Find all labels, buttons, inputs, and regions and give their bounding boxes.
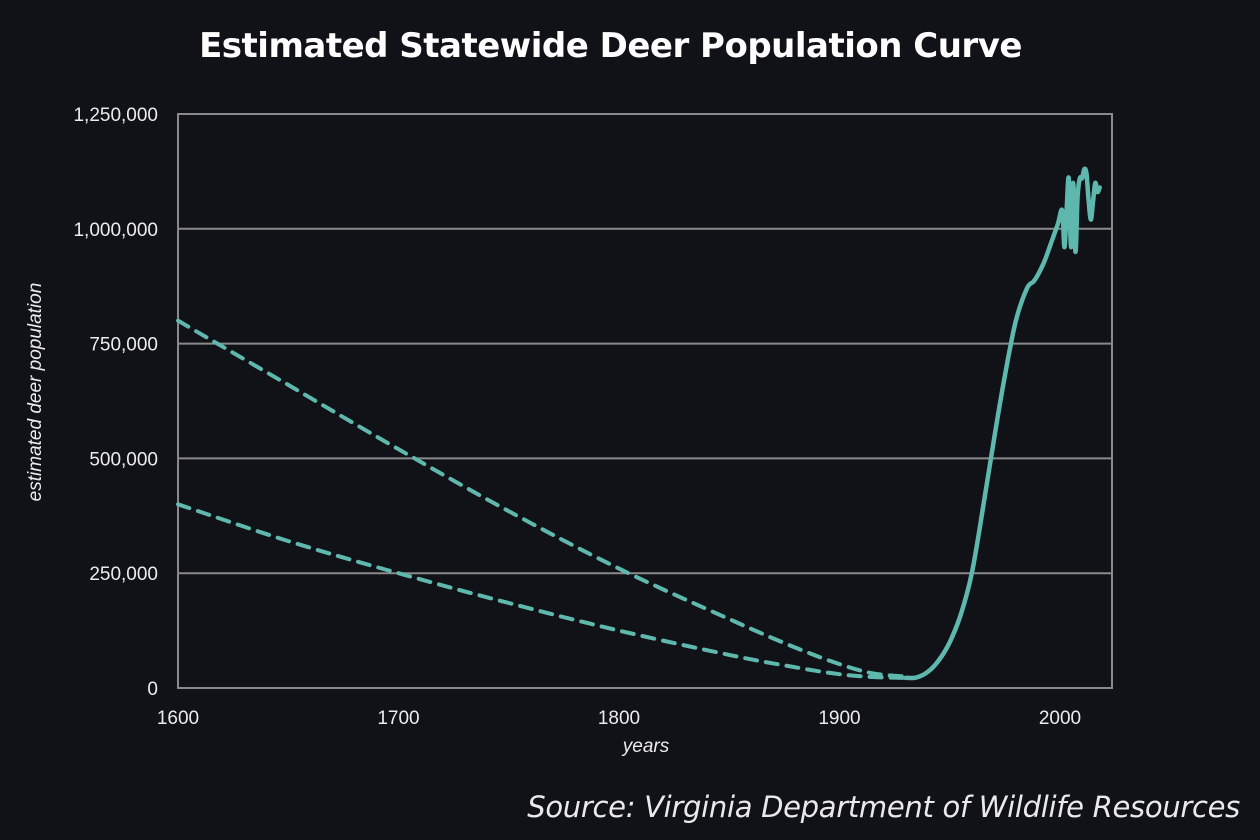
series-line-1: [176, 502, 908, 680]
x-tick-label: 2000: [1039, 708, 1081, 729]
x-tick-label: 1800: [598, 708, 640, 729]
x-tick-labels: 1600 1700 1800 1900 2000: [157, 708, 1081, 729]
y-axis-label: estimated deer population: [25, 283, 46, 502]
grid-lines: [178, 227, 1112, 575]
y-tick-label: 1,000,000: [73, 220, 158, 241]
series-line-2: [903, 166, 1102, 681]
y-tick-labels: 0 250,000 500,000 750,000 1,000,000 1,250,000: [73, 105, 158, 700]
chart-title: Estimated Statewide Deer Population Curv…: [199, 26, 1022, 66]
series-lines: [176, 166, 1102, 681]
series-line-0: [176, 318, 908, 679]
y-tick-label: 500,000: [89, 449, 158, 470]
x-tick-label: 1600: [157, 708, 199, 729]
x-tick-label: 1700: [377, 708, 419, 729]
source-note: Source: Virginia Department of Wildlife …: [527, 790, 1240, 824]
y-tick-label: 1,250,000: [73, 105, 158, 126]
x-tick-label: 1900: [818, 708, 860, 729]
y-tick-label: 0: [147, 679, 158, 700]
x-axis-label: years: [621, 736, 670, 757]
plot-frame: [177, 113, 1113, 689]
y-tick-label: 750,000: [89, 335, 158, 356]
y-tick-label: 250,000: [89, 564, 158, 585]
